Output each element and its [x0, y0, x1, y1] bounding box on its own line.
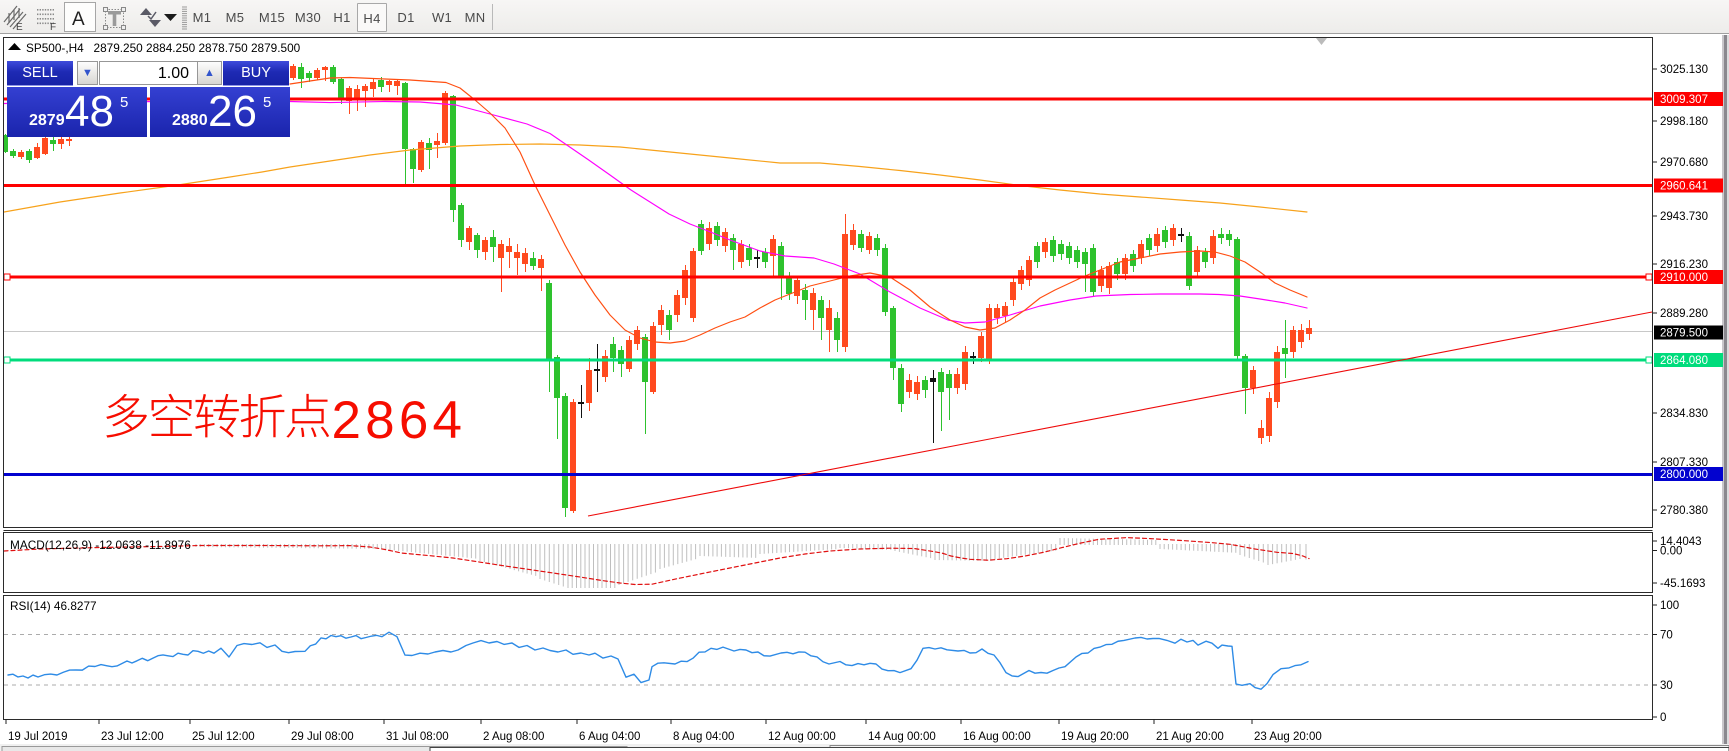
svg-text:2910.000: 2910.000	[1660, 272, 1708, 284]
svg-text:29 Jul 08:00: 29 Jul 08:00	[291, 731, 354, 743]
svg-text:23 Jul 12:00: 23 Jul 12:00	[101, 731, 164, 743]
svg-text:2807.330: 2807.330	[1660, 457, 1708, 469]
svg-text:8 Aug 04:00: 8 Aug 04:00	[673, 731, 734, 743]
svg-text:14.4043: 14.4043	[1660, 536, 1702, 548]
svg-text:3009.307: 3009.307	[1660, 94, 1708, 106]
svg-text:2864: 2864	[332, 391, 467, 450]
svg-text:14 Aug 00:00: 14 Aug 00:00	[868, 731, 936, 743]
svg-text:SP500-,H4 2879.250 2884.250: SP500-,H4 2879.250 2884.250 2878.750 287…	[26, 41, 301, 55]
svg-text:2800.000: 2800.000	[1660, 469, 1708, 481]
svg-text:RSI(14) 46.8277: RSI(14) 46.8277	[10, 599, 97, 613]
svg-text:16 Aug 00:00: 16 Aug 00:00	[963, 731, 1031, 743]
svg-text:2916.230: 2916.230	[1660, 259, 1708, 271]
svg-text:2780.380: 2780.380	[1660, 505, 1708, 517]
svg-text:F: F	[50, 22, 56, 33]
svg-text:A: A	[72, 9, 85, 30]
svg-text:70: 70	[1660, 630, 1673, 642]
svg-text:31 Jul 08:00: 31 Jul 08:00	[386, 731, 449, 743]
svg-text:30: 30	[1660, 680, 1673, 692]
svg-text:3025.130: 3025.130	[1660, 64, 1708, 76]
svg-text:0.00: 0.00	[1660, 546, 1682, 558]
svg-text:2879.500: 2879.500	[1660, 328, 1708, 340]
svg-text:2970.680: 2970.680	[1660, 157, 1708, 169]
svg-text:23 Aug 20:00: 23 Aug 20:00	[1254, 731, 1322, 743]
svg-text:2998.180: 2998.180	[1660, 116, 1708, 128]
svg-text:2834.830: 2834.830	[1660, 408, 1708, 420]
svg-text:2960.641: 2960.641	[1660, 181, 1708, 193]
svg-text:12 Aug 00:00: 12 Aug 00:00	[768, 731, 836, 743]
svg-text:21 Aug 20:00: 21 Aug 20:00	[1156, 731, 1224, 743]
svg-text:2889.280: 2889.280	[1660, 308, 1708, 320]
svg-text:MACD(12,26,9) -12.0638 -11.897: MACD(12,26,9) -12.0638 -11.8976	[10, 538, 191, 552]
svg-text:25 Jul 12:00: 25 Jul 12:00	[192, 731, 255, 743]
svg-text:6 Aug 04:00: 6 Aug 04:00	[579, 731, 640, 743]
svg-text:2864.080: 2864.080	[1660, 355, 1708, 367]
svg-text:2 Aug 08:00: 2 Aug 08:00	[483, 731, 544, 743]
svg-text:19 Jul 2019: 19 Jul 2019	[8, 731, 67, 743]
svg-text:2943.730: 2943.730	[1660, 211, 1708, 223]
svg-text:0: 0	[1660, 712, 1666, 724]
svg-text:E: E	[16, 22, 23, 33]
svg-text:100: 100	[1660, 600, 1679, 612]
svg-text:19 Aug 20:00: 19 Aug 20:00	[1061, 731, 1129, 743]
svg-text:-45.1693: -45.1693	[1660, 578, 1705, 590]
